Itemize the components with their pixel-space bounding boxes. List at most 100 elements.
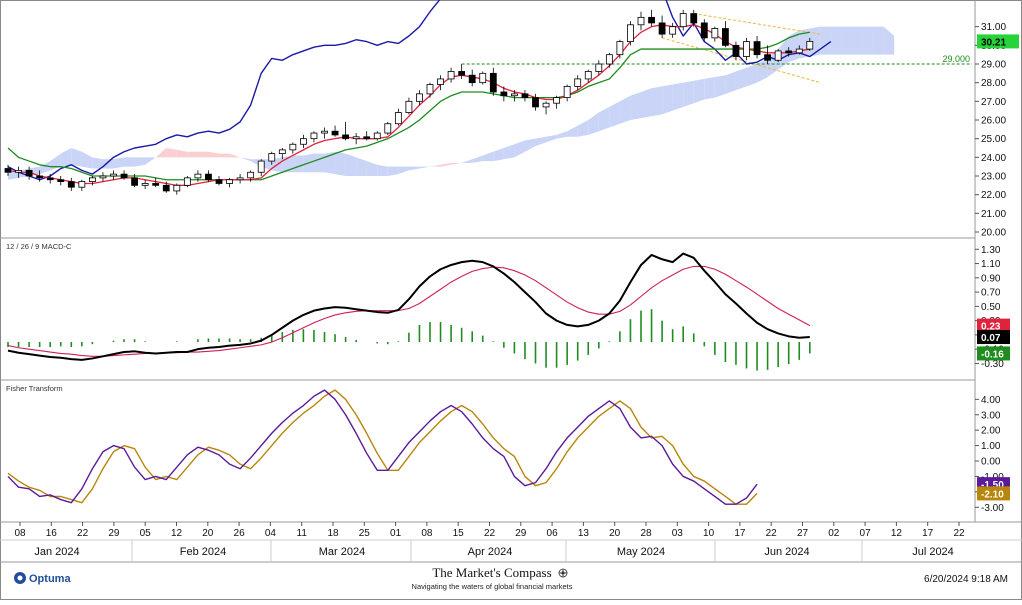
price-tick-label: 27.00 <box>981 97 1006 108</box>
candle-body <box>458 71 466 76</box>
candle-body <box>257 160 265 173</box>
cloud-segment <box>503 144 515 160</box>
price-tick-label: 24.00 <box>981 153 1006 164</box>
x-tick-label: 12 <box>171 528 183 539</box>
cloud-segment <box>451 162 462 165</box>
macd-tick-label: 1.30 <box>981 245 1001 256</box>
cloud-segment <box>197 151 209 158</box>
candle <box>394 108 402 126</box>
x-tick-label: 15 <box>453 528 465 539</box>
cloud-segment <box>60 148 72 167</box>
cloud-segment <box>176 149 188 158</box>
candle <box>152 177 160 188</box>
candle <box>458 64 466 79</box>
candle-body <box>743 41 750 57</box>
macd-value-tags: 0.230.07 -0.16 <box>977 318 1010 361</box>
candle <box>36 170 44 182</box>
candle-body <box>342 134 350 140</box>
cloud-segment <box>324 151 336 175</box>
candle <box>574 75 582 91</box>
candle-body <box>89 177 96 183</box>
price-tags: 30.21 <box>977 34 1019 49</box>
candle-body <box>110 173 117 177</box>
macd-tick-label: 0.50 <box>981 302 1001 313</box>
x-tick-label: 17 <box>922 528 934 539</box>
candle-body <box>289 143 297 151</box>
candle <box>753 36 761 59</box>
candle <box>89 176 96 186</box>
candle-body <box>205 173 212 181</box>
cloud-segment <box>219 153 230 158</box>
x-tick-label: 01 <box>390 528 402 539</box>
candle-body <box>795 48 803 54</box>
cloud-segment <box>134 157 146 167</box>
cloud-segment <box>419 166 430 169</box>
cloud-segment <box>651 86 663 117</box>
cloud-segment <box>208 151 219 158</box>
cloud-segment <box>619 95 631 124</box>
candle-body <box>563 86 571 99</box>
candle <box>120 170 128 180</box>
candle-body <box>373 132 381 140</box>
candle <box>46 174 54 184</box>
x-tick-label: 26 <box>234 528 246 539</box>
cloud-segment <box>377 164 388 176</box>
candle-body <box>215 179 223 184</box>
candle <box>658 15 666 38</box>
candle <box>605 52 613 68</box>
cloud-segment <box>735 67 747 91</box>
x-tick-label: 22 <box>484 528 496 539</box>
candle-body <box>648 16 655 24</box>
cloud-segment <box>71 148 82 167</box>
optuma-logo: Optuma <box>14 572 71 585</box>
candle-body <box>15 169 22 173</box>
macd-tick-label: 0.70 <box>981 288 1001 299</box>
candle-body <box>521 93 529 99</box>
x-tick-label: 28 <box>640 528 652 539</box>
candle <box>299 134 307 148</box>
fisher-value-tag <box>977 486 1010 501</box>
x-tick-label: 13 <box>578 528 590 539</box>
channel-lower-line <box>661 37 821 84</box>
cloud-segment <box>398 166 409 175</box>
fisher-tick-label: 0.00 <box>981 457 1001 468</box>
x-tick-label: 29 <box>108 528 120 539</box>
macd-tick-label: 0.90 <box>981 273 1001 284</box>
candle <box>542 101 550 115</box>
cloud-segment <box>598 106 610 132</box>
candle <box>352 133 360 145</box>
cloud-segment <box>345 153 357 176</box>
cloud-segment <box>546 134 557 143</box>
candle <box>722 21 729 48</box>
candle-body <box>785 50 793 54</box>
candle <box>99 172 107 182</box>
cloud-segment <box>820 26 831 55</box>
macd-value-label: 0.07 <box>981 333 1001 344</box>
candle-body <box>299 138 307 145</box>
cloud-segment <box>693 78 705 104</box>
candle <box>342 121 350 141</box>
candle-body <box>595 63 603 72</box>
candle-body <box>605 54 613 65</box>
x-tick-label: 04 <box>265 528 277 539</box>
candle-body <box>679 13 687 28</box>
channel-upper-line <box>693 13 821 35</box>
candle-body <box>722 28 729 46</box>
candle <box>437 75 444 91</box>
candle-body <box>669 26 677 35</box>
candle <box>215 176 223 186</box>
candle <box>141 179 149 190</box>
candle <box>553 95 560 109</box>
candle-body <box>658 22 666 35</box>
cloud-segment <box>588 112 599 135</box>
cloud-segment <box>725 71 736 94</box>
candle-body <box>278 149 286 155</box>
macd-line <box>7 252 810 361</box>
candle-body <box>437 78 444 85</box>
fisher-tick-label: 3.00 <box>981 410 1001 421</box>
price-tick-label: 31.00 <box>981 22 1006 33</box>
cloud-segment <box>609 101 620 128</box>
cloud-segment <box>313 153 325 173</box>
